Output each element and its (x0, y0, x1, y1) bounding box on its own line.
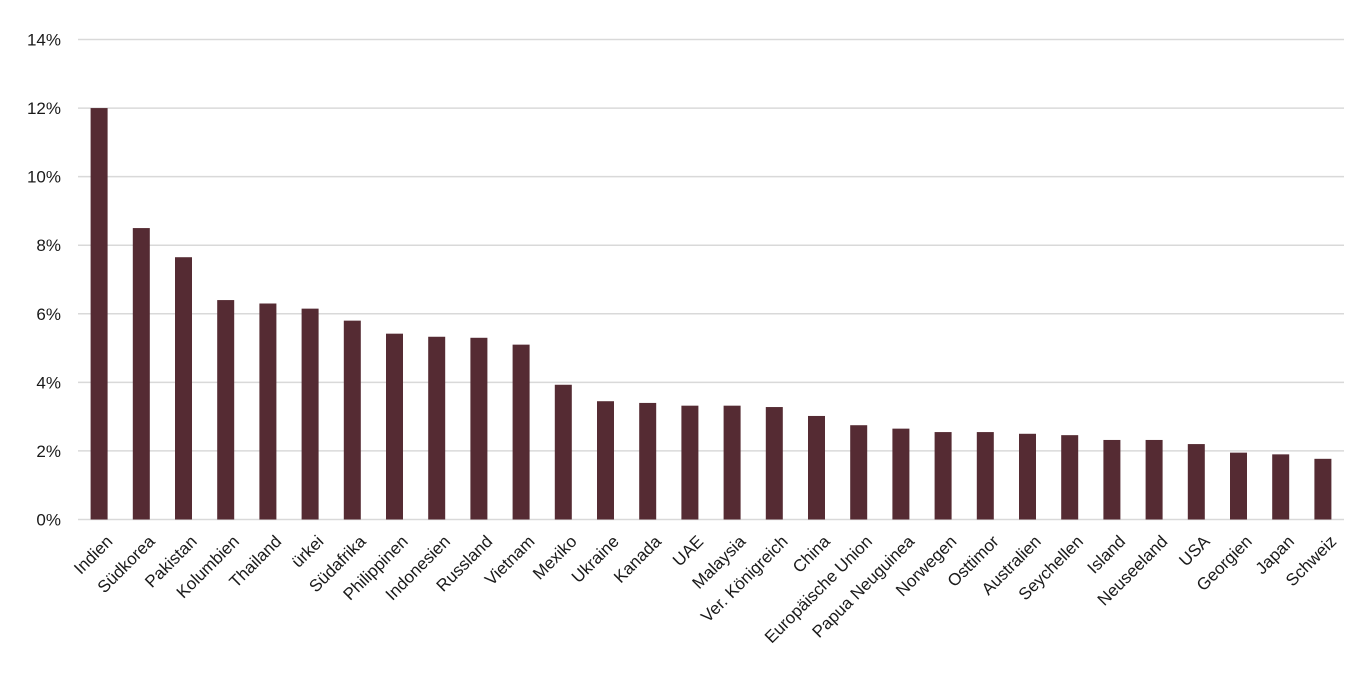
bar (132, 228, 150, 520)
bar (976, 432, 994, 520)
bar (808, 415, 825, 520)
bar (386, 333, 403, 520)
bar (554, 384, 572, 520)
bar (850, 425, 868, 520)
y-tick-label: 0% (36, 511, 61, 530)
bar (1230, 452, 1247, 520)
bar (428, 336, 446, 520)
y-tick-label: 6% (36, 305, 61, 324)
y-tick-label: 2% (36, 442, 61, 461)
bar (470, 337, 488, 520)
bar (1103, 439, 1121, 520)
bar (1272, 454, 1290, 520)
y-tick-label: 8% (36, 236, 61, 255)
bars (90, 108, 1332, 520)
y-tick-label: 10% (27, 168, 61, 187)
bar (90, 108, 108, 520)
bar (259, 303, 277, 520)
y-tick-label: 4% (36, 373, 61, 392)
bar (681, 405, 699, 520)
bar (723, 405, 741, 520)
bar (934, 432, 952, 520)
x-category-label: Kanada (610, 532, 665, 587)
bar (301, 308, 319, 520)
bar (1187, 444, 1205, 520)
bar (765, 407, 783, 520)
bar (175, 257, 192, 520)
bar (343, 320, 361, 520)
gridlines (78, 38, 1344, 521)
bar (512, 344, 530, 520)
bar (217, 300, 235, 520)
y-tick-label: 14% (27, 31, 61, 50)
bar (1019, 433, 1036, 520)
bar (1061, 435, 1079, 520)
bar (639, 402, 657, 520)
bar (1314, 458, 1332, 520)
bar (597, 401, 614, 520)
bar (892, 428, 910, 520)
x-category-label: USA (1175, 531, 1214, 570)
y-axis-tick-labels: 0% 2% 4% 6% 8% 10% 12% 14% (27, 31, 61, 530)
x-category-label: UAE (669, 532, 707, 570)
y-tick-label: 12% (27, 99, 61, 118)
bar (1145, 439, 1163, 520)
